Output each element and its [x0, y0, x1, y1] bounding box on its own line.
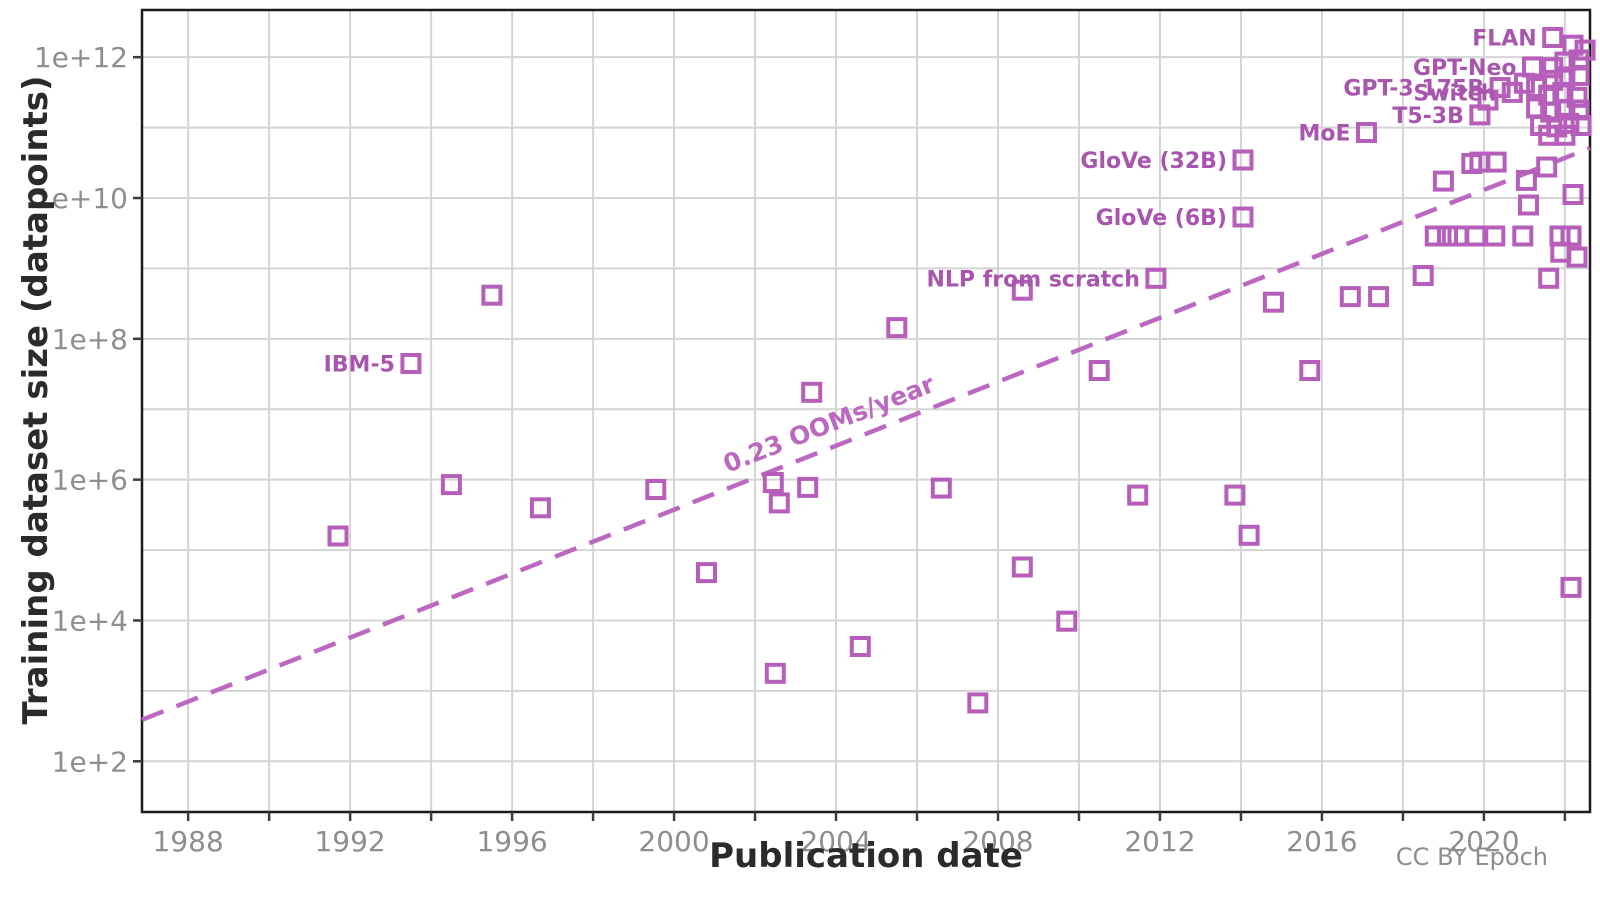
data-point-square	[1518, 194, 1539, 216]
attribution: CC BY Epoch	[1395, 843, 1548, 871]
y-tick-label: 1e+10	[34, 182, 128, 215]
trend-line-label: 0.23 OOMs/year	[719, 369, 939, 479]
data-point-label: T5-3B	[1392, 104, 1464, 129]
x-tick-label: 2012	[1124, 825, 1195, 858]
data-point-square	[1432, 170, 1454, 192]
data-point-square	[696, 562, 717, 584]
data-point-square	[930, 477, 952, 499]
data-point-square	[1513, 72, 1535, 94]
x-tick-label: 2000	[638, 825, 709, 858]
data-point-square	[1554, 99, 1576, 121]
data-point-square	[1262, 291, 1284, 313]
data-point-square	[1570, 115, 1592, 136]
data-point-square	[1011, 556, 1033, 578]
data-point-square	[529, 497, 551, 519]
data-point-square	[440, 474, 462, 496]
data-point-square	[1356, 122, 1377, 143]
y-tick-label: 1e+4	[52, 604, 128, 637]
y-tick-label: 1e+8	[52, 323, 128, 356]
data-point-square	[1542, 27, 1564, 48]
data-point-label: GPT-Neo	[1413, 56, 1517, 81]
data-point-square	[797, 476, 819, 498]
data-point-square	[1560, 576, 1582, 598]
data-point-square	[1238, 524, 1260, 546]
data-point-square	[1485, 151, 1507, 173]
data-point-square	[1538, 267, 1560, 289]
data-point-label: Switch	[1413, 81, 1496, 106]
data-point-square	[1562, 184, 1584, 205]
data-point-square	[1368, 286, 1390, 308]
data-point-square	[1232, 206, 1254, 228]
data-point-square	[1568, 65, 1590, 86]
data-point-square	[801, 381, 823, 403]
data-point-square	[1465, 225, 1487, 247]
data-point-square	[1562, 34, 1584, 56]
data-point-square	[1560, 225, 1582, 247]
x-axis-label: Publication date	[709, 836, 1023, 876]
data-point-square	[1412, 265, 1434, 286]
x-tick-label: 2008	[962, 825, 1033, 858]
data-point-square	[1339, 286, 1361, 308]
data-point-square	[1224, 484, 1246, 506]
data-point-square	[1011, 279, 1033, 301]
data-point-square	[768, 492, 790, 514]
y-axis-label: Training dataset size (datapoints)	[16, 75, 56, 725]
data-point-square	[1515, 169, 1537, 191]
data-point-label: IBM-5	[324, 353, 395, 378]
x-tick-label: 1996	[476, 825, 547, 858]
data-point-square	[327, 525, 349, 547]
data-point-square	[1540, 101, 1562, 123]
data-point-square	[1299, 360, 1321, 381]
data-point-square	[1566, 246, 1588, 268]
x-tick-label: 2016	[1286, 825, 1357, 858]
data-point-square	[1232, 149, 1254, 171]
data-point-square	[1056, 610, 1078, 632]
data-point-square	[1489, 77, 1511, 98]
data-point-square	[1477, 89, 1499, 111]
x-tick-label: 1992	[314, 825, 385, 858]
data-point-square	[1566, 86, 1588, 108]
data-point-square	[1127, 484, 1149, 506]
data-point-square	[1424, 225, 1446, 247]
data-point-label: GloVe (32B)	[1080, 149, 1227, 174]
trend-line	[141, 145, 1591, 722]
y-tick-label: 1e+6	[52, 464, 128, 497]
x-tick-label: 2004	[800, 825, 871, 858]
data-point-square	[886, 317, 908, 339]
data-point-square	[1484, 225, 1506, 247]
data-point-square	[1145, 267, 1167, 289]
y-tick-label: 1e+12	[34, 41, 128, 74]
data-point-label: NLP from scratch	[927, 267, 1140, 292]
data-point-square	[645, 479, 667, 500]
plot-border	[140, 8, 1592, 814]
data-point-label: GloVe (6B)	[1096, 206, 1227, 231]
data-point-square	[1512, 225, 1534, 247]
data-point-square	[967, 692, 989, 714]
y-tick-label: 1e+2	[52, 745, 128, 778]
data-point-square	[1536, 156, 1558, 178]
data-point-square	[481, 284, 503, 306]
data-point-square	[764, 662, 786, 684]
data-point-label: GPT-3 175B	[1343, 77, 1484, 102]
data-point-square	[1088, 360, 1110, 381]
data-point-square	[1554, 66, 1576, 88]
x-tick-label: 1988	[153, 825, 224, 858]
data-point-square	[400, 353, 422, 374]
data-point-square	[1574, 39, 1596, 61]
data-point-label: FLAN	[1472, 27, 1537, 52]
data-point-label: MoE	[1298, 122, 1350, 147]
x-tick-label: 2020	[1448, 825, 1519, 858]
data-point-square	[762, 472, 784, 493]
data-point-square	[849, 636, 871, 657]
